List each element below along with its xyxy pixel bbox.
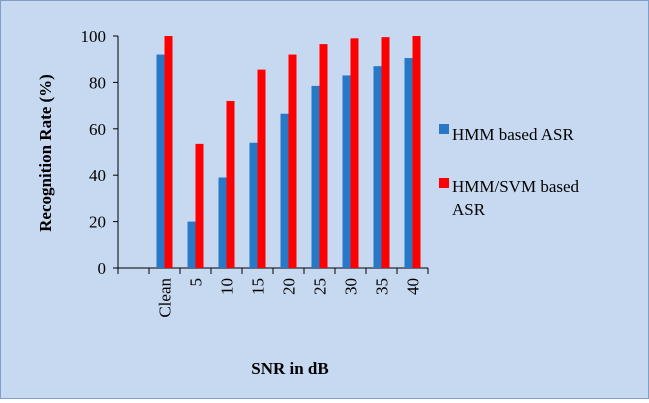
legend-label: HMM/SVM based ASR [452,177,580,219]
x-tick-label: 35 [373,278,392,295]
bar-hmm-svm [350,38,359,268]
y-tick-label: 0 [98,259,107,278]
bar-hmm-svm [319,44,328,269]
y-tick-label: 20 [89,213,106,232]
bar-hmm [249,142,258,268]
legend-label: HMM based ASR [452,125,575,144]
x-tick-label: 20 [280,278,299,295]
bar-hmm [280,113,289,268]
bar-hmm-svm [195,143,204,268]
bar-hmm [187,221,196,268]
bar-hmm-svm [257,69,266,268]
y-tick-label: 60 [89,120,106,139]
legend-swatch [439,178,449,188]
bar-hmm [342,75,351,268]
bar-hmm [156,54,165,269]
bars [156,36,421,269]
y-ticks: 0 20 40 60 80 100 [81,27,118,278]
y-tick-label: 40 [89,166,106,185]
x-tick-label: 10 [218,278,237,295]
bar-hmm [218,177,227,268]
bar-hmm [404,58,413,268]
x-tick-label: 30 [342,278,361,295]
bar-hmm-svm [288,54,297,269]
x-tick-label: 40 [404,278,423,295]
x-tick-label: 5 [187,278,206,287]
legend-swatch [439,124,449,134]
y-axis-title: Recognition Rate (%) [36,74,55,232]
x-tick-label: 15 [249,278,268,295]
bar-hmm-svm [412,36,421,268]
bar-hmm [311,85,320,268]
y-tick-label: 80 [89,73,106,92]
bar-hmm-svm [381,37,390,268]
x-tick-label: 25 [311,278,330,295]
y-tick-label: 100 [81,27,107,46]
bar-hmm [373,66,382,268]
legend: HMM based ASR HMM/SVM based ASR [439,124,580,219]
x-tick-label: Clean [156,278,175,318]
bar-hmm-svm [226,100,235,269]
x-axis-title: SNR in dB [251,359,328,378]
x-ticks: Clean 5 10 15 20 25 30 35 40 [117,268,429,318]
bar-hmm-svm [164,36,173,268]
